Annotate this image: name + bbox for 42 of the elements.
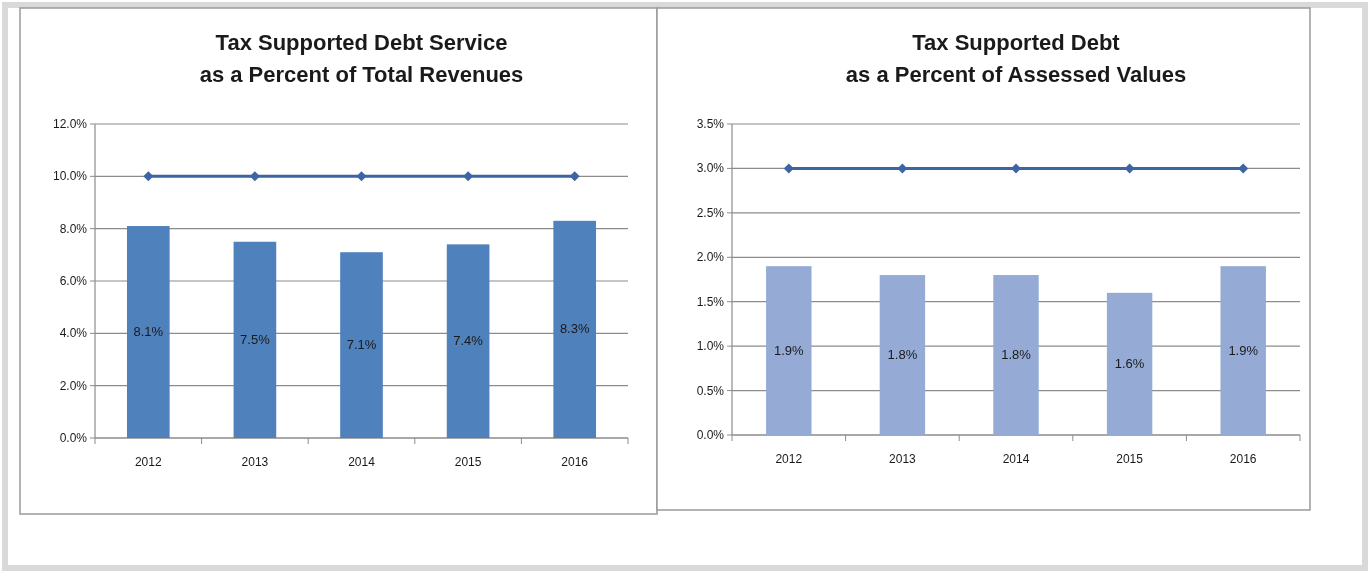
- y-tick-label: 6.0%: [59, 274, 88, 288]
- x-tick-label: 2016: [561, 455, 589, 469]
- data-label: 7.4%: [453, 333, 484, 349]
- chart-title: Tax Supported Debt as a Percent of Assessed Values: [845, 30, 1187, 87]
- y-tick-label: 2.0%: [59, 378, 88, 393]
- y-tick-label: 1.0%: [696, 339, 725, 354]
- y-tick-label: 1.5%: [696, 294, 725, 309]
- y-tick-label: 10.0%: [52, 169, 88, 184]
- x-tick-label: 2015: [454, 455, 482, 469]
- x-tick-label: 2016: [1229, 452, 1257, 466]
- y-tick-label: 0.5%: [696, 383, 725, 398]
- data-label: 1.9%: [773, 342, 805, 358]
- x-tick-label: 2013: [241, 455, 269, 469]
- data-label: 1.8%: [887, 347, 918, 363]
- data-label: 7.1%: [346, 337, 377, 353]
- y-tick-label: 4.0%: [59, 326, 88, 341]
- x-tick-label: 2015: [1116, 452, 1144, 466]
- y-tick-label: 12.0%: [52, 117, 88, 131]
- y-tick-label: 0.0%: [59, 431, 88, 445]
- bar: [446, 244, 490, 438]
- data-label: 1.8%: [1001, 347, 1032, 363]
- y-tick-label: 3.0%: [696, 161, 725, 176]
- bar: [553, 220, 597, 438]
- bar: [340, 252, 383, 438]
- bar: [126, 226, 170, 438]
- x-tick-label: 2012: [775, 452, 803, 466]
- x-tick-label: 2012: [134, 455, 162, 469]
- y-tick-label: 0.0%: [696, 428, 725, 442]
- y-tick-label: 2.5%: [696, 205, 725, 220]
- data-label: 8.3%: [559, 321, 590, 337]
- y-tick-label: 3.5%: [696, 117, 725, 131]
- data-label: 1.6%: [1114, 355, 1145, 371]
- bar: [233, 241, 277, 438]
- x-tick-label: 2013: [889, 452, 917, 466]
- y-tick-label: 8.0%: [59, 221, 88, 236]
- data-label: 8.1%: [133, 324, 164, 340]
- data-label: 7.5%: [240, 331, 271, 347]
- chart-title: Tax Supported Debt Service as a Percent of Total Revenues: [199, 30, 524, 87]
- y-tick-label: 2.0%: [696, 250, 725, 265]
- data-label: 1.9%: [1228, 342, 1259, 358]
- x-tick-label: 2014: [348, 455, 376, 469]
- x-tick-label: 2014: [1002, 452, 1030, 466]
